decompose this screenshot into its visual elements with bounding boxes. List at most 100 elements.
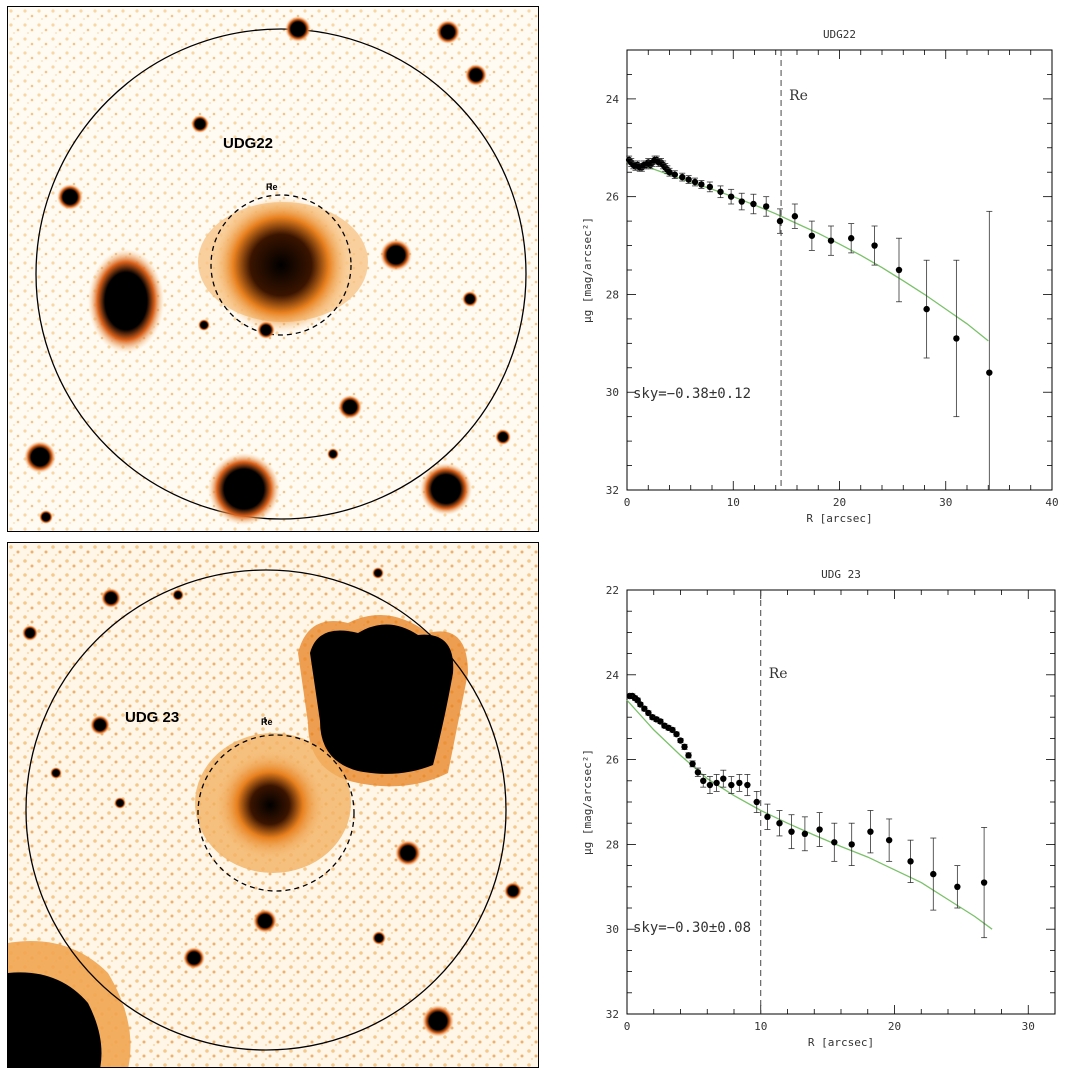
model-fit-line xyxy=(626,161,989,342)
x-tick-label: 10 xyxy=(727,496,740,509)
x-axis-label: R [arcsec] xyxy=(808,1036,874,1049)
data-point xyxy=(980,879,988,886)
y-tick-label: 28 xyxy=(606,838,619,851)
data-point xyxy=(698,181,705,188)
udg22-image-svg: Re UDG22 xyxy=(8,7,538,531)
data-point xyxy=(691,178,699,186)
y-tick-label: 26 xyxy=(606,191,619,204)
x-tick-label: 10 xyxy=(754,1020,767,1033)
data-point xyxy=(673,730,680,738)
data-point xyxy=(679,173,686,181)
udg22-galaxy xyxy=(213,197,349,333)
data-point xyxy=(727,193,735,200)
udg23-image-panel: Re UDG 23 xyxy=(7,542,539,1068)
data-point xyxy=(848,841,855,848)
data-point xyxy=(867,828,874,835)
data-point xyxy=(753,798,760,806)
data-point xyxy=(791,213,799,220)
sky-annotation: sky=−0.38±0.12 xyxy=(633,386,751,402)
data-point xyxy=(736,779,743,787)
udg23-re-label: Re xyxy=(261,717,273,727)
data-point xyxy=(885,836,893,844)
re-circle xyxy=(210,194,352,336)
x-tick-label: 0 xyxy=(624,496,631,509)
y-tick-label: 30 xyxy=(606,386,619,399)
outer-circle-23 xyxy=(25,569,507,1051)
data-point xyxy=(685,176,692,183)
data-point xyxy=(895,266,903,274)
data-point xyxy=(953,335,960,342)
data-point xyxy=(694,769,702,776)
y-tick-label: 28 xyxy=(606,288,619,301)
udg22-re-label: Re xyxy=(266,182,278,192)
y-tick-label: 22 xyxy=(606,584,619,597)
data-point xyxy=(637,701,644,708)
data-point xyxy=(706,781,714,789)
data-point xyxy=(847,235,855,242)
data-point xyxy=(788,828,795,835)
udg23-profile-svg: UDG 23 0 10 20 30 22 24 26 28 30 32 R [arcsec] μg [m… xyxy=(581,568,1056,1049)
y-tick-label: 30 xyxy=(606,923,619,936)
x-tick-label: 0 xyxy=(624,1020,631,1033)
data-point xyxy=(776,217,784,225)
re-line-label: Re xyxy=(789,88,808,104)
data-point xyxy=(713,779,720,787)
data-point xyxy=(671,171,679,178)
x-tick-label: 40 xyxy=(1045,496,1058,509)
data-point xyxy=(801,830,809,837)
data-point xyxy=(764,813,771,821)
data-point xyxy=(720,775,727,782)
data-point xyxy=(871,242,878,249)
udg23-galaxy xyxy=(215,750,325,860)
data-point xyxy=(923,305,930,313)
udg22-image-panel: Re UDG22 xyxy=(7,6,539,532)
udg22-profile-svg: UDG22 0 10 20 30 40 24 26 28 30 32 R [arcsec] μg [ma… xyxy=(581,28,1059,525)
chart-title: UDG22 xyxy=(823,28,856,41)
data-point xyxy=(816,826,823,833)
x-tick-label: 20 xyxy=(833,496,846,509)
outer-circle xyxy=(35,28,527,520)
data-point xyxy=(689,760,696,768)
data-point xyxy=(907,858,914,865)
x-tick-label: 30 xyxy=(1022,1020,1035,1033)
data-point xyxy=(706,183,714,191)
y-axis-label: μg [mag/arcsec²] xyxy=(581,749,594,855)
re-circle-23 xyxy=(197,734,355,892)
data-point xyxy=(986,369,993,376)
data-point xyxy=(750,200,757,208)
y-tick-label: 32 xyxy=(606,484,619,497)
x-axis-label: R [arcsec] xyxy=(806,512,872,525)
udg22-profile-chart: UDG22 0 10 20 30 40 24 26 28 30 32 R [arcsec] μg [ma… xyxy=(565,10,1065,530)
chart-title: UDG 23 xyxy=(821,568,861,581)
data-point xyxy=(677,737,684,744)
data-point xyxy=(666,169,673,176)
data-point xyxy=(827,237,835,244)
data-point xyxy=(738,198,745,205)
udg23-image-label: UDG 23 xyxy=(125,709,179,726)
udg23-image-svg: Re UDG 23 xyxy=(8,543,538,1067)
data-point xyxy=(728,781,735,789)
data-point xyxy=(744,781,751,789)
data-point xyxy=(717,188,724,195)
udg23-profile-chart: UDG 23 0 10 20 30 22 24 26 28 30 32 R [arcsec] μg [m… xyxy=(565,548,1065,1068)
y-tick-label: 32 xyxy=(606,1008,619,1021)
data-point xyxy=(681,743,688,751)
data-point xyxy=(669,726,676,734)
data-point xyxy=(645,709,652,717)
y-tick-label: 24 xyxy=(606,93,620,106)
plot-frame xyxy=(626,589,1056,1015)
data-point xyxy=(641,705,648,712)
data-point xyxy=(762,203,770,210)
y-tick-label: 26 xyxy=(606,754,619,767)
data-point xyxy=(831,839,838,846)
y-axis-label: μg [mag/arcsec²] xyxy=(581,217,594,323)
data-point xyxy=(685,752,692,759)
udg22-image-label: UDG22 xyxy=(223,135,273,152)
data-point xyxy=(657,718,664,725)
data-point xyxy=(808,232,816,239)
x-tick-label: 30 xyxy=(939,496,952,509)
re-line-label: Re xyxy=(769,666,788,682)
y-tick-label: 24 xyxy=(606,669,620,682)
model-fit-line xyxy=(626,699,993,930)
data-point xyxy=(776,820,783,827)
